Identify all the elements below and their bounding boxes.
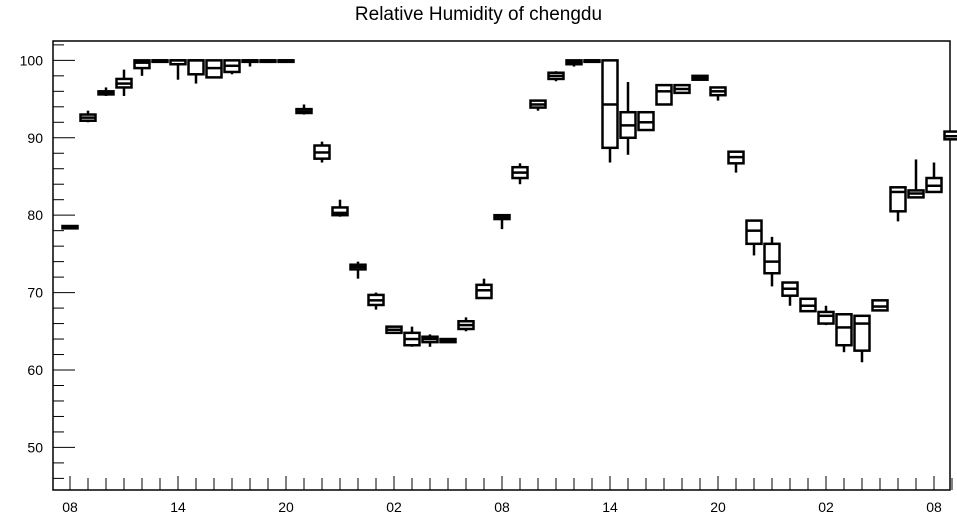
box-plot (817, 305, 835, 326)
y-axis: 50 60 70 80 90 100 (20, 44, 75, 479)
x-tick-label: 02 (818, 499, 834, 515)
box-iqr (835, 313, 853, 347)
box-plot (331, 199, 349, 217)
y-tick-label: 100 (20, 52, 44, 68)
chart-title: Relative Humidity of chengdu (354, 4, 603, 25)
box-plot (439, 337, 457, 344)
x-axis: 08 14 20 02 08 14 20 02 08 (62, 476, 953, 515)
x-tick-label: 02 (386, 499, 402, 515)
box-plot (853, 314, 871, 363)
box-plot (619, 82, 637, 155)
box-plot (133, 59, 151, 76)
y-tick-label: 90 (27, 130, 43, 146)
box-plot (871, 299, 889, 312)
box-plot (493, 213, 511, 230)
box-plot (79, 110, 97, 123)
box-plot (421, 334, 439, 347)
box-plot (97, 87, 115, 96)
y-tick-label: 70 (27, 285, 43, 301)
box-plot (187, 59, 205, 84)
box-plot (205, 59, 223, 79)
box-plot (241, 59, 259, 67)
x-tick-label: 14 (602, 499, 618, 515)
box-plot (313, 141, 331, 163)
box-plot (529, 99, 547, 111)
box-plot (691, 74, 709, 81)
box-iqr (763, 242, 781, 275)
box-plot (637, 110, 655, 132)
box-plot (745, 219, 763, 256)
x-tick-label: 20 (710, 499, 726, 515)
box-plot (763, 236, 781, 287)
y-tick-label: 50 (27, 439, 43, 455)
box-plot (475, 278, 493, 300)
box-plot (259, 59, 277, 64)
box-plot (709, 86, 727, 101)
box-plot (223, 59, 241, 75)
box-plot (151, 59, 169, 64)
box-iqr (853, 314, 871, 352)
box-plot (457, 317, 475, 332)
boxes-layer (61, 59, 957, 363)
box-plot (61, 224, 79, 230)
x-tick-label: 20 (278, 499, 294, 515)
box-plot (367, 292, 385, 310)
box-iqr (745, 219, 763, 246)
box-plot (565, 59, 583, 67)
y-tick-label: 80 (27, 207, 43, 223)
plot-frame (52, 40, 951, 491)
box-plot (835, 313, 853, 353)
box-plot (547, 71, 565, 82)
box-iqr (187, 59, 205, 76)
box-plot (601, 59, 619, 163)
box-plot (169, 59, 187, 80)
box-plot (781, 281, 799, 306)
box-plot (925, 162, 943, 194)
box-plot (277, 59, 295, 64)
x-tick-label: 08 (62, 499, 78, 515)
box-iqr (655, 83, 673, 106)
box-iqr (889, 186, 907, 213)
box-plot (349, 261, 367, 279)
box-iqr (331, 206, 349, 217)
x-tick-label: 08 (494, 499, 510, 515)
x-tick-label: 14 (170, 499, 186, 515)
box-plot (583, 59, 601, 64)
box-plot (403, 326, 421, 347)
box-iqr (133, 59, 151, 70)
box-plot (295, 104, 313, 115)
y-tick-label: 60 (27, 362, 43, 378)
box-plot (115, 69, 133, 96)
box-plot (799, 297, 817, 313)
box-plot (511, 163, 529, 185)
box-plot (727, 150, 745, 173)
box-plot (655, 83, 673, 106)
x-tick-label: 08 (926, 499, 942, 515)
box-plot (385, 325, 403, 335)
box-plot (907, 159, 925, 199)
box-plot (673, 83, 691, 95)
box-plot (943, 130, 957, 141)
box-plot (889, 186, 907, 222)
box-iqr (817, 310, 835, 325)
